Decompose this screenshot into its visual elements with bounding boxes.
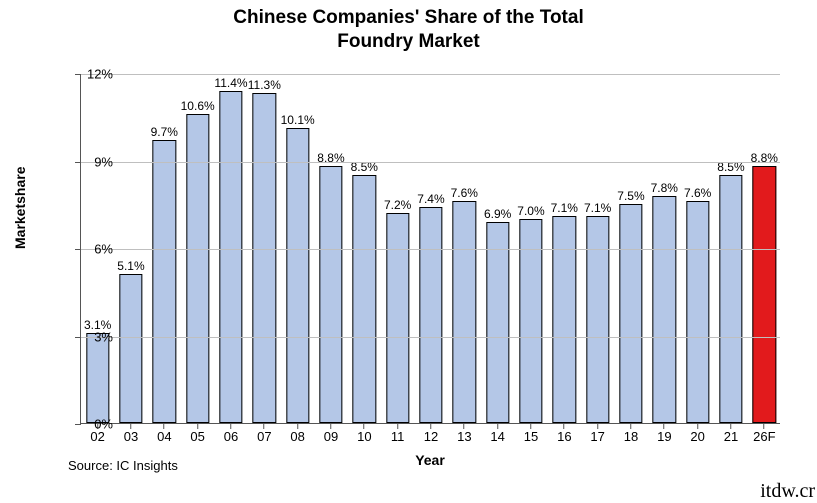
bar: 7.1% (553, 216, 576, 423)
plot-area: 3.1%5.1%9.7%10.6%11.4%11.3%10.1%8.8%8.5%… (80, 74, 780, 424)
y-tick-label: 3% (94, 329, 113, 344)
bar-value-label: 7.4% (417, 192, 444, 206)
bar-value-label: 7.1% (551, 201, 578, 215)
source-text: Source: IC Insights (68, 458, 178, 473)
bar: 7.6% (686, 201, 709, 423)
x-tick-label: 21 (724, 423, 738, 444)
bar-value-label: 7.0% (517, 204, 544, 218)
bar: 8.5% (719, 175, 742, 423)
bar: 7.4% (419, 207, 442, 423)
bar-value-label: 7.5% (617, 189, 644, 203)
bar: 7.8% (653, 196, 676, 424)
y-tickmark (75, 337, 81, 338)
bar-value-label: 10.6% (181, 99, 215, 113)
y-tickmark (75, 424, 81, 425)
chart-title: Chinese Companies' Share of the Total Fo… (0, 6, 817, 54)
bar: 3.1% (86, 333, 109, 423)
y-axis-label: Marketshare (12, 167, 28, 250)
gridline (81, 337, 780, 338)
y-tick-label: 0% (94, 417, 113, 432)
gridline (81, 162, 780, 163)
bar-value-label: 9.7% (151, 125, 178, 139)
bar-value-label: 8.8% (317, 151, 344, 165)
x-tick-label: 15 (524, 423, 538, 444)
x-tick-label: 04 (157, 423, 171, 444)
x-tick-label: 16 (557, 423, 571, 444)
x-tick-label: 11 (391, 423, 405, 444)
x-tick-label: 20 (690, 423, 704, 444)
watermark-text: itdw.cr (760, 480, 815, 503)
x-tick-label: 13 (457, 423, 471, 444)
bar: 8.8% (319, 166, 342, 423)
x-axis-label: Year (80, 452, 780, 468)
bar-value-label: 6.9% (484, 207, 511, 221)
y-tick-label: 9% (94, 154, 113, 169)
bar: 8.5% (353, 175, 376, 423)
bar: 7.2% (386, 213, 409, 423)
bar-value-label: 7.6% (451, 186, 478, 200)
x-tick-label: 08 (290, 423, 304, 444)
y-tick-label: 6% (94, 242, 113, 257)
bar-value-label: 11.3% (248, 78, 281, 92)
bar-value-label: 7.6% (684, 186, 711, 200)
gridline (81, 249, 780, 250)
bar: 6.9% (486, 222, 509, 423)
bar-value-label: 10.1% (281, 113, 315, 127)
bar-value-label: 8.8% (751, 151, 778, 165)
bar-value-label: 7.2% (384, 198, 411, 212)
y-tick-label: 12% (87, 67, 113, 82)
y-tickmark (75, 162, 81, 163)
bar: 10.1% (286, 128, 309, 423)
x-tick-label: 17 (590, 423, 604, 444)
bar: 11.4% (219, 91, 242, 424)
bar-value-label: 7.1% (584, 201, 611, 215)
x-tick-label: 03 (124, 423, 138, 444)
bar-value-label: 11.4% (214, 76, 247, 90)
x-tick-label: 18 (624, 423, 638, 444)
bar: 7.5% (619, 204, 642, 423)
bar: 10.6% (186, 114, 209, 423)
bar: 8.8% (753, 166, 776, 423)
y-tickmark (75, 74, 81, 75)
x-tick-label: 05 (190, 423, 204, 444)
chart-title-line1: Chinese Companies' Share of the Total (233, 7, 583, 28)
bar: 7.6% (453, 201, 476, 423)
bar-value-label: 5.1% (117, 259, 144, 273)
x-tick-label: 19 (657, 423, 671, 444)
x-tick-label: 10 (357, 423, 371, 444)
chart-title-line2: Foundry Market (337, 31, 480, 52)
bar: 11.3% (253, 93, 276, 423)
y-tickmark (75, 249, 81, 250)
gridline (81, 74, 780, 75)
x-tick-label: 12 (424, 423, 438, 444)
x-tick-label: 07 (257, 423, 271, 444)
x-tick-label: 26F (753, 423, 775, 444)
chart-container: { "chart": { "type": "bar", "title_line1… (0, 0, 817, 503)
x-tick-label: 14 (490, 423, 504, 444)
x-tick-label: 09 (324, 423, 338, 444)
bar: 7.1% (586, 216, 609, 423)
bar: 5.1% (119, 274, 142, 423)
bar: 9.7% (153, 140, 176, 423)
x-tick-label: 06 (224, 423, 238, 444)
bar-value-label: 7.8% (651, 181, 678, 195)
